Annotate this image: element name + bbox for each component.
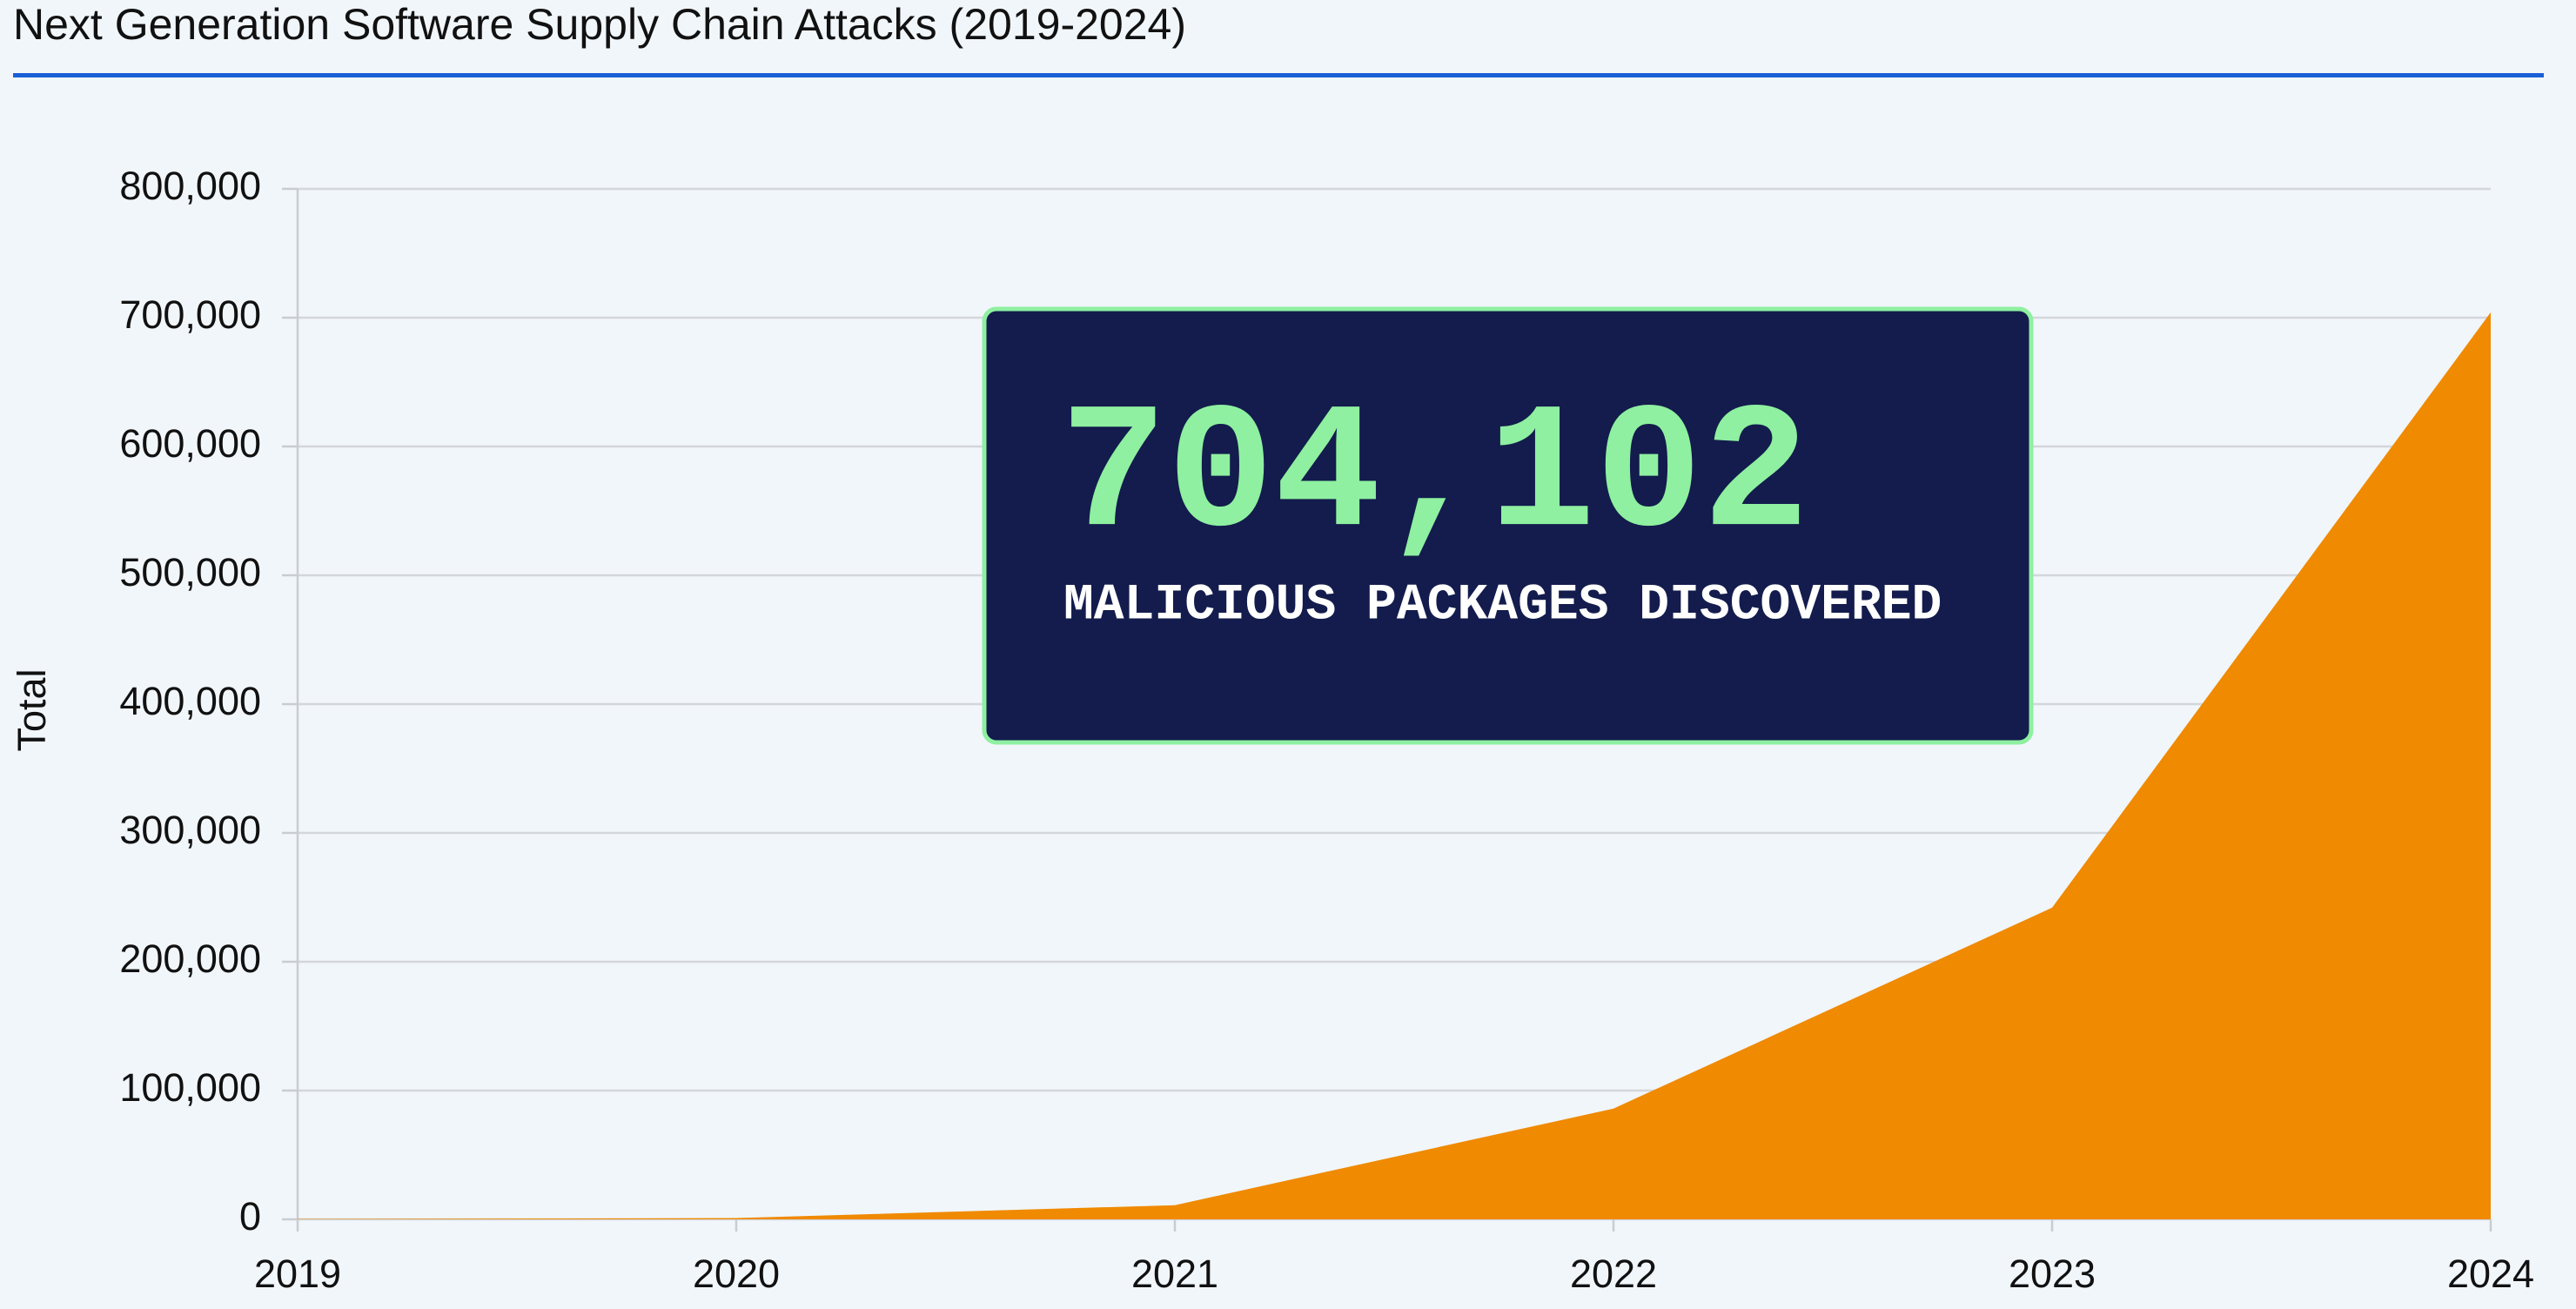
x-tick-label: 2020	[693, 1252, 780, 1296]
y-tick-label: 800,000	[119, 164, 261, 208]
y-tick-label: 200,000	[119, 936, 261, 981]
y-tick-label: 0	[239, 1194, 261, 1239]
x-tick-label: 2019	[254, 1252, 341, 1296]
x-tick-label: 2023	[2009, 1252, 2096, 1296]
annotation-text: MALICIOUS PACKAGES DISCOVERED	[1063, 577, 1942, 634]
y-tick-label: 700,000	[119, 292, 261, 337]
chart-title: Next Generation Software Supply Chain At…	[13, 0, 1186, 49]
x-tick-label: 2022	[1570, 1252, 1657, 1296]
annotation: 704,102 MALICIOUS PACKAGES DISCOVERED	[982, 306, 2034, 745]
annotation-headline: 704,102	[1060, 375, 1809, 578]
plot-area: 0 100,000 200,000 300,000 400,000 500,000 600,…	[119, 164, 2534, 1296]
y-tick-label: 300,000	[119, 808, 261, 852]
y-tick-label: 600,000	[119, 421, 261, 466]
y-axis-label: Total	[10, 668, 54, 751]
y-tick-label: 400,000	[119, 679, 261, 723]
y-tick-label: 100,000	[119, 1065, 261, 1110]
annotation-box	[982, 306, 2034, 745]
area	[298, 312, 2491, 1219]
title-rule	[13, 73, 2544, 77]
x-tick-label: 2021	[1131, 1252, 1218, 1296]
x-tick-label: 2024	[2447, 1252, 2534, 1296]
y-tick-label: 500,000	[119, 550, 261, 594]
